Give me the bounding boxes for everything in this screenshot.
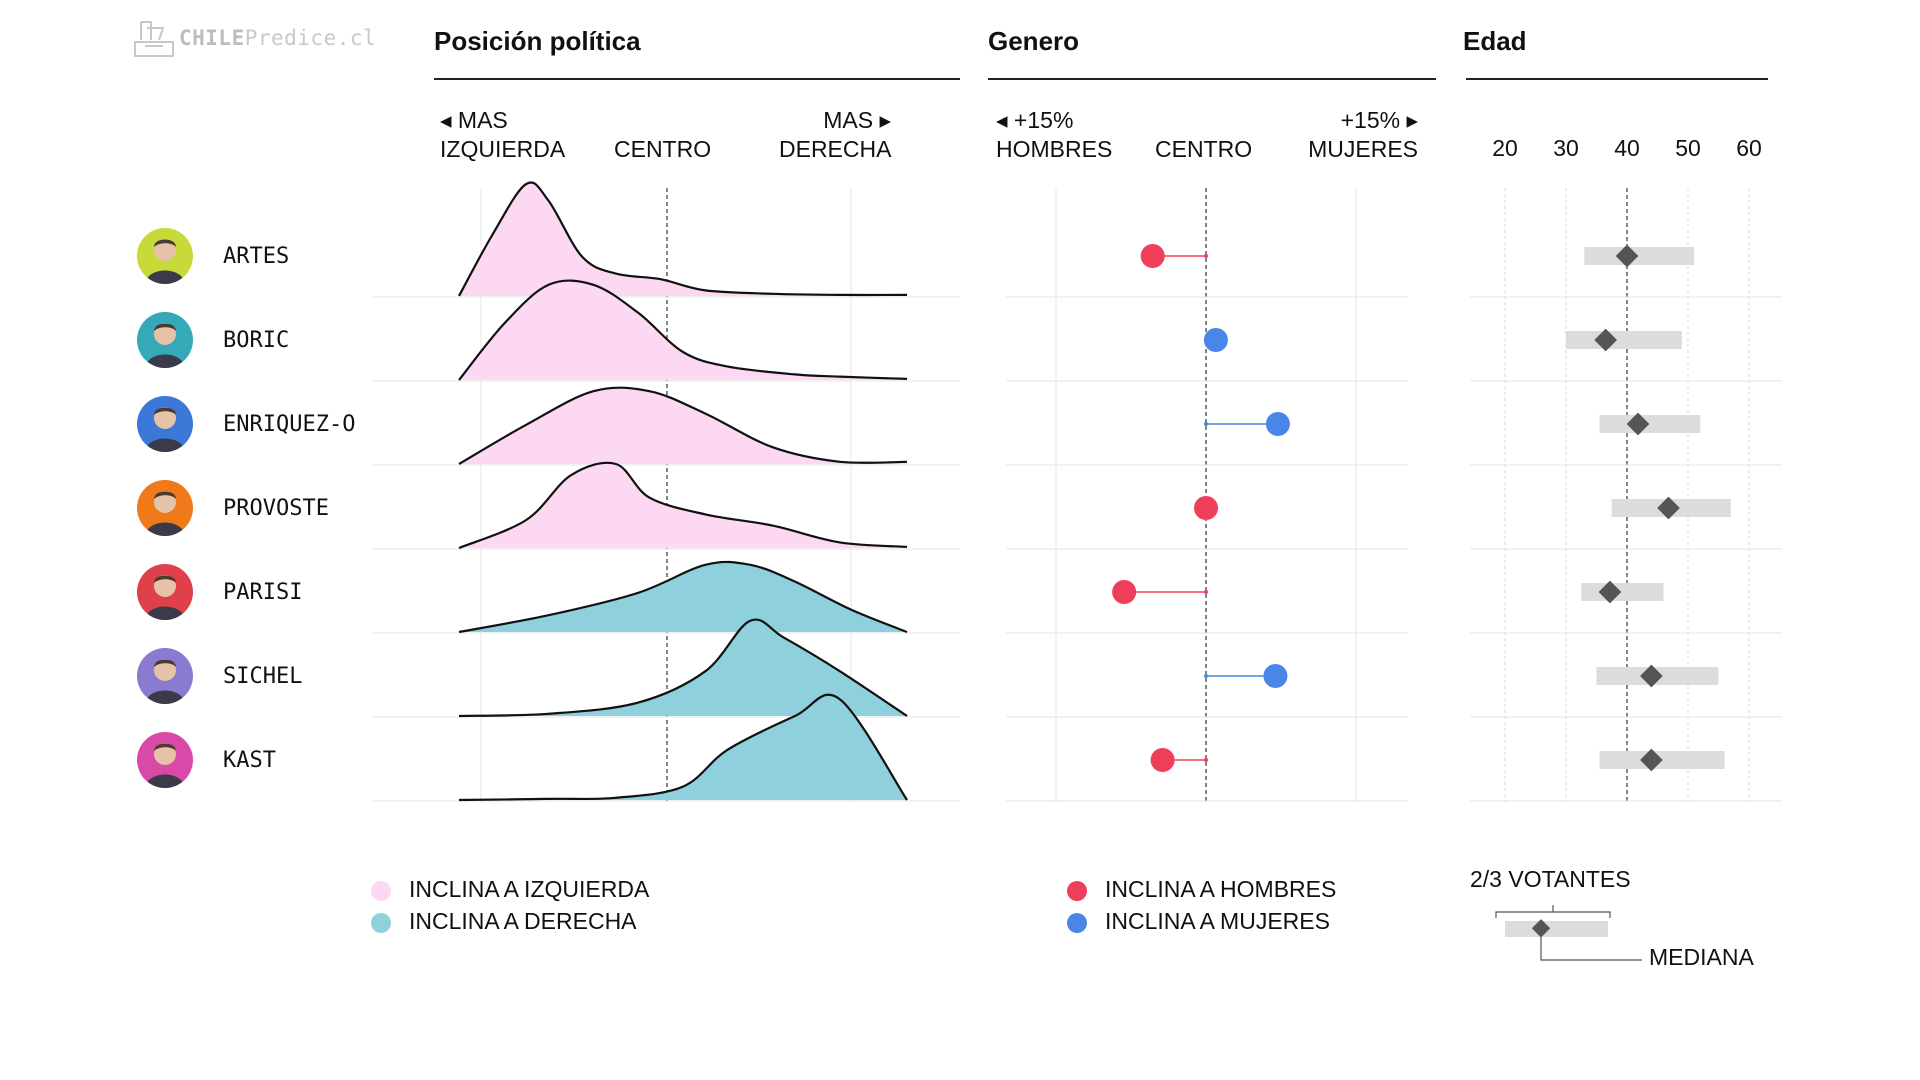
gender-dot-artes — [1140, 244, 1165, 268]
ridge-line-sichel — [458, 618, 908, 718]
ridge-area-sichel — [459, 619, 907, 716]
ridge-line-artes — [458, 181, 908, 297]
avatar-parisi — [137, 564, 193, 620]
age-range-bar-enriquez-o — [1599, 415, 1701, 433]
age-tick-label: 40 — [1614, 135, 1640, 161]
age-range-bar-artes — [1584, 247, 1695, 265]
gender-dot-provoste — [1194, 496, 1218, 520]
person-icon — [145, 659, 185, 704]
candidate-name: PARISI — [223, 580, 303, 605]
logo-text: CHILEPredice.cl — [179, 26, 377, 50]
candidate-name: KAST — [223, 748, 276, 773]
gender-stem-origin — [1204, 590, 1208, 594]
legend-left-label: INCLINA A IZQUIERDA — [409, 876, 650, 902]
ridge-area-kast — [459, 694, 907, 800]
legend-women-label: INCLINA A MUJERES — [1105, 908, 1330, 934]
ridge-line-enriquez-o — [458, 386, 908, 465]
legend-median-marker — [1531, 919, 1551, 938]
ridge-area-boric — [459, 280, 907, 380]
legend-women-swatch — [1067, 913, 1087, 933]
political-axis-center-label: CENTRO — [614, 136, 712, 162]
person-icon — [145, 239, 185, 284]
gender-dot-parisi — [1112, 580, 1137, 604]
gender-stem-origin — [1204, 758, 1208, 762]
gender-header: Genero — [988, 26, 1080, 56]
political-axis-right-label: MAS ▸ DERECHA — [779, 107, 892, 162]
candidate-name: PROVOSTE — [223, 496, 329, 521]
avatar-artes — [137, 228, 193, 284]
age-tick-label: 20 — [1492, 135, 1518, 161]
person-icon — [145, 575, 185, 620]
age-median-marker-boric — [1594, 328, 1617, 352]
person-icon — [145, 407, 185, 452]
legend-median-label: MEDIANA — [1649, 944, 1754, 970]
age-tick-label: 30 — [1553, 135, 1579, 161]
candidate-name: ARTES — [223, 244, 290, 269]
age-tick-label: 50 — [1675, 135, 1701, 161]
legend-right-swatch — [371, 913, 391, 933]
age-median-marker-parisi — [1598, 580, 1622, 604]
candidate-name: BORIC — [223, 328, 290, 353]
person-icon — [145, 323, 185, 368]
ridge-area-artes — [459, 182, 907, 296]
ballot-box-icon — [134, 21, 174, 57]
gender-stem-origin — [1204, 422, 1208, 426]
avatar-boric — [137, 312, 193, 368]
age-median-marker-provoste — [1657, 496, 1680, 520]
avatar-provoste — [137, 480, 193, 536]
age-range-bar-boric — [1566, 331, 1682, 349]
political-position-header: Posición política — [434, 26, 641, 56]
political-axis-left-label: ◂ MAS IZQUIERDA — [440, 107, 566, 162]
gender-axis-right-label: +15% ▸ MUJERES — [1308, 107, 1418, 162]
age-median-marker-kast — [1640, 748, 1663, 772]
age-header-rule — [1466, 78, 1768, 80]
age-median-marker-enriquez-o — [1626, 412, 1650, 436]
candidate-name: ENRIQUEZ-O — [223, 412, 356, 437]
legend-range-bracket — [1495, 905, 1611, 918]
gender-axis-left-label: ◂ +15% HOMBRES — [996, 107, 1113, 162]
gender-dot-enriquez-o — [1265, 412, 1290, 436]
avatar-enriquez-o — [137, 396, 193, 452]
ridge-line-kast — [458, 693, 908, 802]
ridge-area-enriquez-o — [459, 387, 907, 464]
avatar-sichel — [137, 648, 193, 704]
ridge-line-provoste — [458, 461, 908, 550]
legend-men-label: INCLINA A HOMBRES — [1105, 876, 1337, 902]
age-range-bar-parisi — [1581, 583, 1664, 601]
age-median-marker-sichel — [1640, 664, 1663, 688]
ridge-line-boric — [458, 279, 908, 381]
gender-dot-boric — [1203, 328, 1228, 352]
political-header-rule — [434, 78, 960, 80]
legend-left-swatch — [371, 881, 391, 901]
candidate-name: SICHEL — [223, 664, 303, 689]
person-icon — [145, 491, 185, 536]
gender-dot-sichel — [1263, 664, 1288, 688]
avatar-kast — [137, 732, 193, 788]
ridge-area-parisi — [459, 561, 907, 632]
chilepredice-logo[interactable]: CHILEPredice.cl — [133, 18, 376, 58]
ridge-area-provoste — [459, 462, 907, 548]
gender-axis-center-label: CENTRO — [1155, 136, 1253, 162]
person-icon — [145, 743, 185, 788]
ridge-line-parisi — [458, 560, 908, 634]
age-header: Edad — [1463, 26, 1527, 56]
legend-right-label: INCLINA A DERECHA — [409, 908, 637, 934]
gender-header-rule — [988, 78, 1436, 80]
legend-men-swatch — [1067, 881, 1087, 901]
gender-stem-origin — [1204, 254, 1208, 258]
gender-stem-origin — [1204, 674, 1208, 678]
legend-range-bar — [1505, 921, 1608, 937]
gender-dot-kast — [1150, 748, 1175, 772]
legend-range-label: 2/3 VOTANTES — [1470, 866, 1631, 892]
legend-median-connector — [1540, 936, 1642, 961]
age-tick-label: 60 — [1736, 135, 1762, 161]
